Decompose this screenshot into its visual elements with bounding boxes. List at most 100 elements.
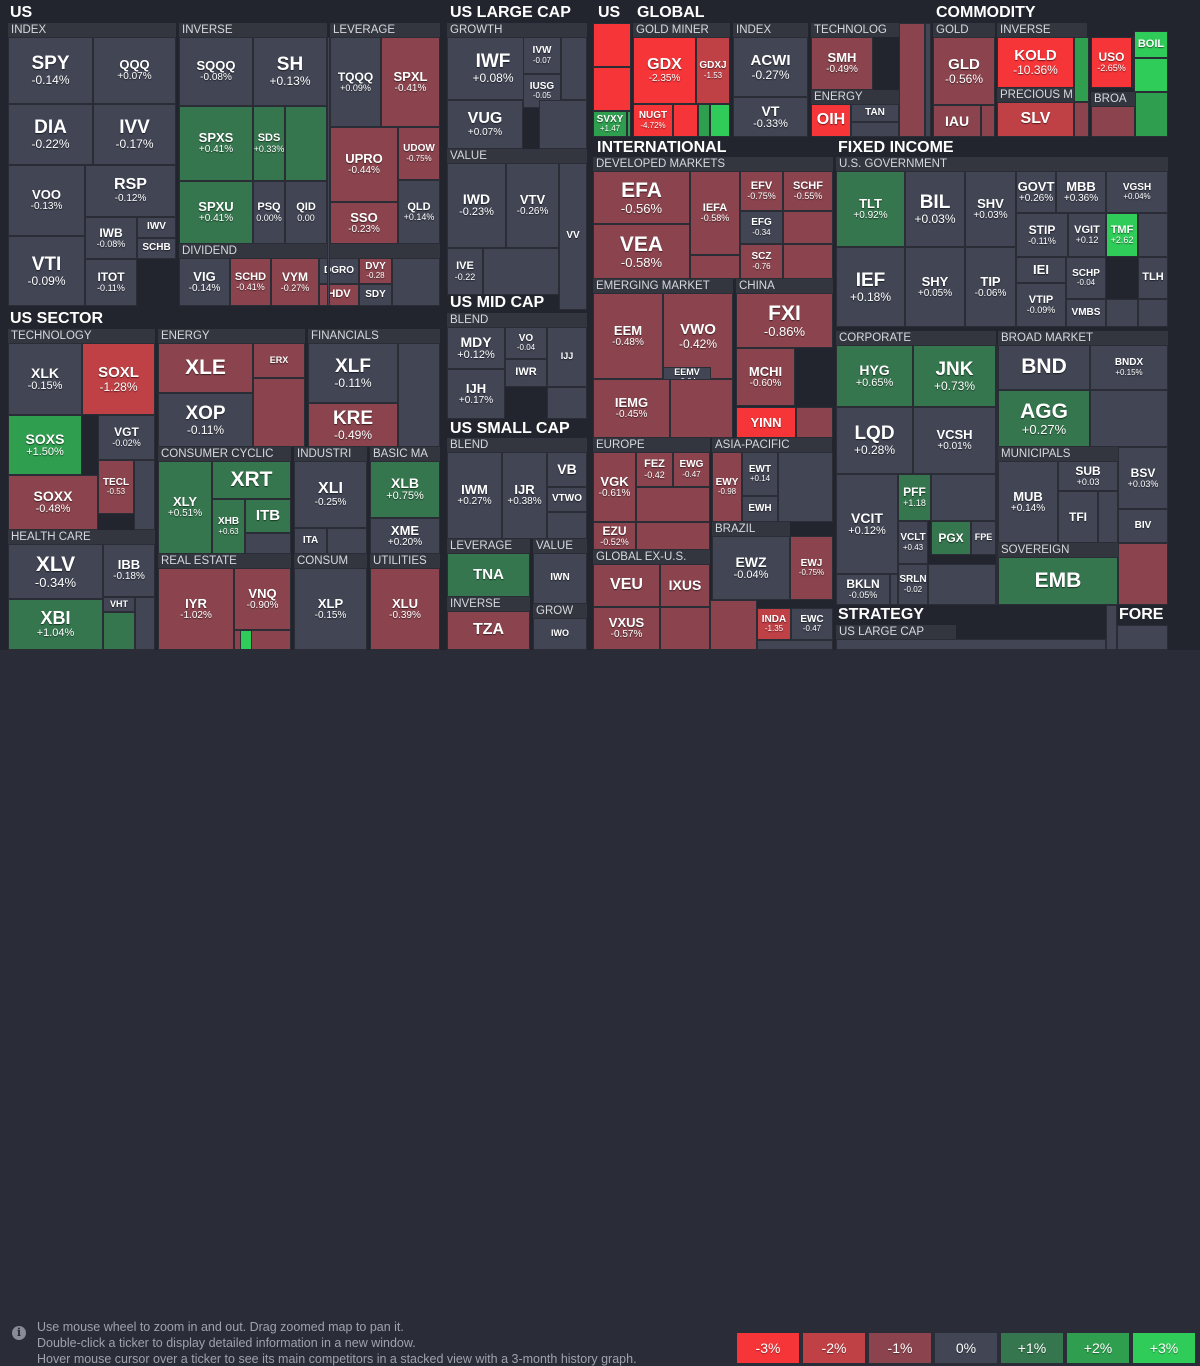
ticker-tile-schf[interactable]: SCHF -0.55% [783, 171, 833, 211]
ticker-tile-iwo[interactable]: IWO [533, 618, 587, 650]
ticker-tile-oih[interactable]: OIH [811, 104, 851, 137]
minor-ticker-tile[interactable] [245, 533, 291, 554]
ticker-tile-lqd[interactable]: LQD +0.28% [836, 407, 913, 474]
ticker-tile-gld[interactable]: GLD -0.56% [933, 37, 995, 105]
minor-ticker-tile[interactable] [327, 528, 367, 554]
minor-ticker-tile[interactable] [327, 37, 330, 306]
ticker-tile-ixus[interactable]: IXUS [660, 564, 710, 607]
ticker-tile-stip[interactable]: STIP -0.11% [1016, 213, 1068, 257]
ticker-tile-vcit[interactable]: VCIT +0.12% [836, 474, 898, 574]
ticker-tile-boil[interactable]: BOIL [1134, 31, 1168, 58]
ticker-tile-veu[interactable]: VEU [593, 564, 660, 607]
ticker-tile-fez[interactable]: FEZ -0.42 [636, 452, 673, 487]
minor-ticker-tile[interactable] [103, 612, 135, 650]
ticker-tile-biv[interactable]: BIV [1118, 509, 1168, 543]
minor-ticker-tile[interactable] [392, 258, 440, 306]
minor-ticker-tile[interactable] [757, 640, 833, 650]
minor-ticker-tile[interactable] [698, 104, 710, 137]
minor-ticker-tile[interactable] [836, 639, 1106, 650]
minor-ticker-tile[interactable] [539, 100, 587, 149]
ticker-tile-yinn[interactable]: YINN [736, 407, 796, 438]
ticker-tile-vnq[interactable]: VNQ -0.90% [234, 568, 291, 630]
ticker-tile-jnk[interactable]: JNK +0.73% [913, 345, 996, 407]
ticker-tile-vtwo[interactable]: VTWO [547, 487, 587, 512]
ticker-tile-iwd[interactable]: IWD -0.23% [447, 163, 506, 248]
ticker-tile-vea[interactable]: VEA -0.58% [593, 224, 690, 279]
minor-ticker-tile[interactable] [1106, 605, 1117, 650]
ticker-tile-rsp[interactable]: RSP -0.12% [85, 165, 176, 217]
minor-ticker-tile[interactable] [851, 122, 899, 137]
ticker-tile-xlp[interactable]: XLP -0.15% [294, 568, 367, 650]
ticker-tile-iefa[interactable]: IEFA -0.58% [690, 171, 740, 255]
ticker-tile-spxl[interactable]: SPXL -0.41% [381, 37, 440, 127]
minor-ticker-tile[interactable] [1091, 106, 1135, 137]
minor-ticker-tile[interactable] [398, 343, 440, 447]
minor-ticker-tile[interactable] [710, 600, 757, 650]
ticker-tile-kre[interactable]: KRE -0.49% [308, 403, 398, 447]
ticker-tile-acwi[interactable]: ACWI -0.27% [733, 37, 808, 97]
minor-ticker-tile[interactable] [899, 23, 925, 137]
ticker-tile-vtv[interactable]: VTV -0.26% [506, 163, 559, 248]
minor-ticker-tile[interactable] [783, 244, 833, 279]
ticker-tile-udow[interactable]: UDOW -0.75% [398, 127, 440, 180]
ticker-tile-iwb[interactable]: IWB -0.08% [85, 217, 137, 259]
ticker-tile-svxy[interactable]: SVXY +1.47 [593, 111, 627, 137]
ticker-tile-vht[interactable]: VHT [103, 597, 135, 612]
ticker-tile-nugt[interactable]: NUGT -4.72% [633, 104, 673, 137]
ticker-tile-iwv[interactable]: IWV [137, 217, 176, 238]
ticker-tile-tza[interactable]: TZA [447, 611, 530, 650]
ticker-tile-soxx[interactable]: SOXX -0.48% [8, 475, 98, 530]
ticker-tile-xli[interactable]: XLI -0.25% [294, 461, 367, 528]
ticker-tile-vug[interactable]: VUG +0.07% [447, 100, 523, 149]
ticker-tile-itb[interactable]: ITB [245, 499, 291, 533]
ticker-tile-vt[interactable]: VT -0.33% [733, 97, 808, 137]
ticker-tile-spy[interactable]: SPY -0.14% [8, 37, 93, 104]
minor-ticker-tile[interactable] [1098, 491, 1118, 543]
ticker-tile-ewj[interactable]: EWJ -0.75% [790, 536, 833, 600]
ticker-tile-bil[interactable]: BIL +0.03% [905, 171, 965, 247]
ticker-tile-ivv[interactable]: IVV -0.17% [93, 104, 176, 165]
ticker-tile-xbi[interactable]: XBI +1.04% [8, 599, 103, 650]
ticker-tile-bsv[interactable]: BSV +0.03% [1118, 447, 1168, 509]
ticker-tile-spxu[interactable]: SPXU +0.41% [179, 181, 253, 244]
ticker-tile-iei[interactable]: IEI [1016, 257, 1066, 283]
minor-ticker-tile[interactable] [593, 23, 631, 67]
minor-ticker-tile[interactable] [928, 564, 996, 605]
ticker-tile-efg[interactable]: EFG -0.34 [740, 211, 783, 244]
ticker-tile-schd[interactable]: SCHD -0.41% [230, 258, 271, 306]
ticker-tile-tlh[interactable]: TLH [1138, 257, 1168, 299]
ticker-tile-mub[interactable]: MUB +0.14% [998, 461, 1058, 543]
ticker-tile-eem[interactable]: EEM -0.48% [593, 293, 663, 379]
minor-ticker-tile[interactable] [925, 23, 931, 137]
ticker-tile-tmf[interactable]: TMF +2.62 [1106, 213, 1138, 257]
ticker-tile-sds[interactable]: SDS +0.33% [253, 106, 285, 181]
minor-ticker-tile[interactable] [134, 460, 155, 530]
ticker-tile-emb[interactable]: EMB [998, 557, 1118, 605]
ticker-tile-schb[interactable]: SCHB [137, 238, 176, 259]
ticker-tile-iwr[interactable]: IWR [505, 359, 547, 387]
ticker-tile-pff[interactable]: PFF +1.18 [898, 474, 931, 521]
minor-ticker-tile[interactable] [1132, 37, 1134, 88]
ticker-tile-xly[interactable]: XLY +0.51% [158, 461, 212, 554]
minor-ticker-tile[interactable] [660, 607, 710, 650]
minor-ticker-tile[interactable] [890, 574, 898, 605]
ticker-tile-ewz[interactable]: EWZ -0.04% [712, 536, 790, 600]
ticker-tile-slv[interactable]: SLV [997, 102, 1074, 137]
minor-ticker-tile[interactable] [1117, 625, 1168, 650]
minor-ticker-tile[interactable] [1135, 92, 1168, 137]
minor-ticker-tile[interactable] [931, 474, 996, 521]
ticker-tile-ewy[interactable]: EWY -0.98 [712, 452, 742, 522]
ticker-tile-mchi[interactable]: MCHI -0.60% [736, 348, 795, 406]
ticker-tile-vo[interactable]: VO -0.04 [505, 327, 547, 359]
minor-ticker-tile[interactable] [996, 345, 998, 605]
ticker-tile-mdy[interactable]: MDY +0.12% [447, 327, 505, 369]
ticker-tile-sub[interactable]: SUB +0.03 [1058, 461, 1118, 491]
minor-ticker-tile[interactable] [690, 255, 740, 279]
ticker-tile-smh[interactable]: SMH -0.49% [811, 37, 873, 90]
ticker-tile-gdxj[interactable]: GDXJ -1.53 [696, 37, 730, 104]
minor-ticker-tile[interactable] [483, 248, 559, 295]
ticker-tile-ijh[interactable]: IJH +0.17% [447, 369, 505, 419]
ticker-tile-vti[interactable]: VTI -0.09% [8, 236, 85, 306]
ticker-tile-soxs[interactable]: SOXS +1.50% [8, 415, 82, 475]
ticker-tile-hdv[interactable]: HDV [319, 284, 359, 306]
